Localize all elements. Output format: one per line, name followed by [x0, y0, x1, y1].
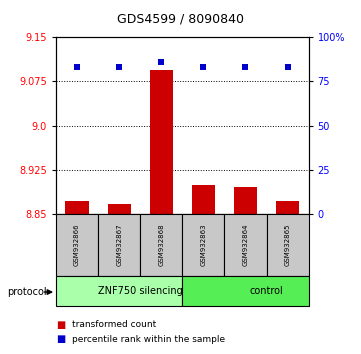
Bar [56, 214, 98, 276]
Bar [182, 276, 309, 306]
Text: GSM932867: GSM932867 [116, 224, 122, 267]
Bar [182, 214, 225, 276]
Text: percentile rank within the sample: percentile rank within the sample [72, 335, 225, 344]
Text: transformed count: transformed count [72, 320, 156, 330]
Bar [98, 214, 140, 276]
Bar [192, 185, 215, 214]
Text: GSM932864: GSM932864 [243, 224, 248, 267]
Text: GSM932866: GSM932866 [74, 224, 80, 267]
Text: GSM932863: GSM932863 [200, 224, 206, 267]
Bar [140, 214, 182, 276]
Text: protocol: protocol [7, 287, 47, 297]
Text: control: control [250, 286, 283, 296]
Bar [56, 276, 182, 306]
Bar [108, 204, 131, 214]
Text: ■: ■ [56, 320, 65, 330]
Bar [276, 201, 299, 214]
Bar [150, 70, 173, 214]
Bar [266, 214, 309, 276]
Text: ■: ■ [56, 334, 65, 344]
Bar [65, 201, 88, 214]
Text: ZNF750 silencing: ZNF750 silencing [98, 286, 183, 296]
Bar [234, 187, 257, 214]
Text: GSM932865: GSM932865 [284, 224, 291, 267]
Text: GDS4599 / 8090840: GDS4599 / 8090840 [117, 12, 244, 25]
Text: GSM932868: GSM932868 [158, 224, 164, 267]
Bar [225, 214, 266, 276]
